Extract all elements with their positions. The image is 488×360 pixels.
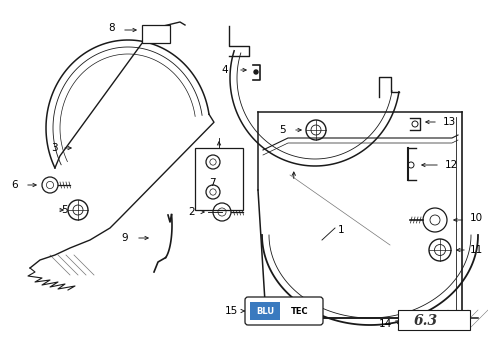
Text: 8: 8 <box>108 23 115 33</box>
Text: 13: 13 <box>442 117 455 127</box>
Text: 2: 2 <box>188 207 195 217</box>
Text: 5: 5 <box>61 205 68 215</box>
Circle shape <box>253 70 258 74</box>
Text: 6: 6 <box>11 180 18 190</box>
Text: 5: 5 <box>279 125 285 135</box>
FancyBboxPatch shape <box>195 148 243 210</box>
Text: 12: 12 <box>444 160 457 170</box>
Text: TEC: TEC <box>290 307 308 316</box>
Text: 10: 10 <box>469 213 482 223</box>
Text: BLU: BLU <box>255 307 273 316</box>
Text: 11: 11 <box>469 245 482 255</box>
Text: 1: 1 <box>337 225 344 235</box>
Text: 6.3: 6.3 <box>413 314 437 328</box>
Text: 7: 7 <box>208 178 215 188</box>
Text: 14: 14 <box>378 319 391 329</box>
FancyBboxPatch shape <box>244 297 323 325</box>
FancyBboxPatch shape <box>249 302 280 320</box>
FancyBboxPatch shape <box>397 310 469 330</box>
FancyBboxPatch shape <box>142 25 170 43</box>
Text: 15: 15 <box>224 306 238 316</box>
Text: 9: 9 <box>121 233 128 243</box>
Text: 3: 3 <box>51 143 58 153</box>
Text: 4: 4 <box>221 65 227 75</box>
